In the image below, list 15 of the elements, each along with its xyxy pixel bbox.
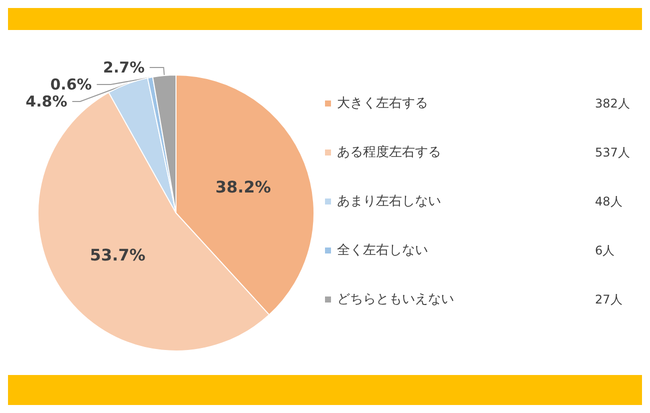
legend-label: 大きく左右する — [337, 96, 428, 111]
text: 48人 — [595, 194, 622, 208]
text: 27人 — [595, 292, 622, 306]
text: 537人 — [595, 146, 630, 160]
legend-label: ある程度左右する — [337, 144, 441, 160]
legend-label: あまり左右しない — [337, 194, 441, 209]
data-label: 53.7% — [90, 246, 146, 265]
data-label: 4.8% — [26, 92, 68, 111]
data-label: 2.7% — [103, 58, 145, 77]
data-label: 38.2% — [215, 177, 271, 196]
text: 6人 — [595, 244, 615, 258]
legend-label: 全く左右しない — [337, 243, 428, 258]
legend-label: どちらともいえない — [337, 292, 454, 307]
text: 382人 — [595, 96, 630, 110]
data-label: 0.6% — [50, 76, 92, 94]
